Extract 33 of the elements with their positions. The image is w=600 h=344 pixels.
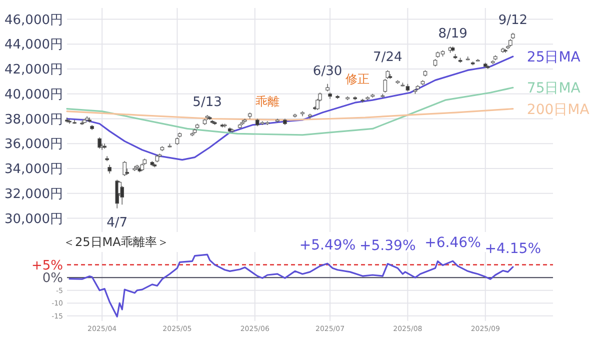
y-tick-label: 36,000円 (4, 137, 63, 152)
candlestick (383, 78, 388, 94)
annotation: +5.49% (299, 238, 356, 254)
series-label: 75日MA (526, 80, 581, 97)
annotation: 6/30 (312, 64, 342, 79)
chart-title: ＜25日MA乖離率＞ (63, 235, 169, 249)
y-tick-label: 32,000円 (4, 186, 63, 202)
y-tick-label: 38,000円 (4, 112, 63, 128)
y-tick-label: 40,000円 (4, 87, 63, 102)
annotation: +4.15% (484, 240, 542, 257)
y-tick-label: 30,000円 (4, 212, 63, 227)
ref-line-label: 0% (42, 271, 63, 286)
candlestick (98, 137, 102, 150)
annotation: 5/13 (192, 95, 222, 110)
annotation: 9/12 (498, 12, 528, 28)
line-series (68, 254, 514, 318)
line-series (66, 108, 514, 121)
annotation: 8/19 (438, 26, 468, 42)
y-tick-label: 34,000円 (4, 162, 63, 178)
ref-line-label: +5% (31, 258, 63, 274)
series-label: 25日MA (526, 50, 581, 66)
annotation: 7/24 (373, 50, 402, 66)
annotation: 乖離 (255, 94, 280, 108)
candlestick (122, 160, 127, 176)
line-series (66, 86, 514, 136)
y-tick-label: 42,000円 (4, 62, 63, 78)
annotation: 修正 (346, 72, 370, 86)
annotation: 4/7 (106, 215, 128, 230)
annotation: +6.46% (424, 235, 481, 252)
annotation: +5.39% (360, 238, 416, 254)
series-label: 200日MA (526, 102, 590, 118)
y-tick-label: 46,000円 (4, 12, 63, 28)
y-tick-label: 44,000円 (4, 38, 63, 53)
